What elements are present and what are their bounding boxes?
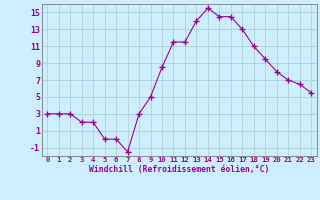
X-axis label: Windchill (Refroidissement éolien,°C): Windchill (Refroidissement éolien,°C) xyxy=(89,165,269,174)
